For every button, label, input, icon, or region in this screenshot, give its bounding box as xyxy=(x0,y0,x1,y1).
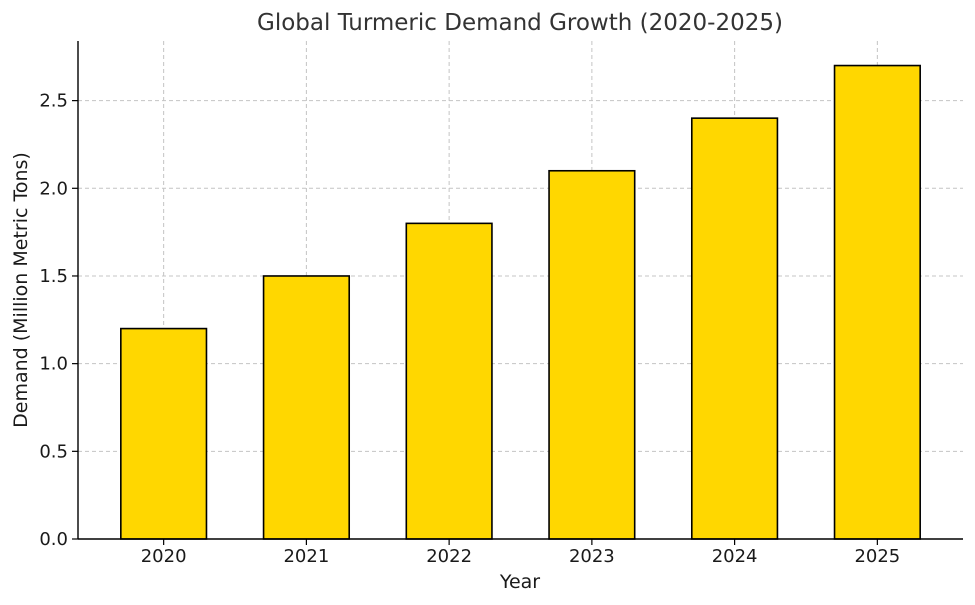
x-tick-label: 2023 xyxy=(569,546,615,567)
y-tick-label: 0.5 xyxy=(39,441,68,462)
bar-2024 xyxy=(690,117,779,540)
bars xyxy=(120,64,921,540)
x-tick-label: 2025 xyxy=(854,546,900,567)
y-tick-label: 2.0 xyxy=(39,178,68,199)
bar-2023 xyxy=(548,169,636,540)
chart-title: Global Turmeric Demand Growth (2020-2025… xyxy=(257,10,783,36)
ticks: 0.0 0.5 1.0 1.5 2.0 2.5 2020 2021 2022 2023 2024 20… xyxy=(39,91,900,567)
bar-2020 xyxy=(120,327,208,540)
y-tick-label: 1.0 xyxy=(39,354,68,375)
axes xyxy=(77,41,963,540)
bar-2022 xyxy=(405,222,493,540)
bar-2025 xyxy=(833,64,921,540)
y-tick-label: 2.5 xyxy=(39,91,68,112)
y-tick-label: 1.5 xyxy=(39,266,68,287)
x-tick-label: 2020 xyxy=(141,546,187,567)
y-tick-label: 0.0 xyxy=(39,529,68,550)
grid xyxy=(78,41,963,539)
y-axis-label: Demand (Million Metric Tons) xyxy=(10,152,32,428)
x-tick-label: 2024 xyxy=(712,546,758,567)
x-axis-label: Year xyxy=(499,571,540,593)
x-tick-label: 2022 xyxy=(426,546,472,567)
x-tick-label: 2021 xyxy=(283,546,329,567)
bar-2021 xyxy=(262,275,351,540)
